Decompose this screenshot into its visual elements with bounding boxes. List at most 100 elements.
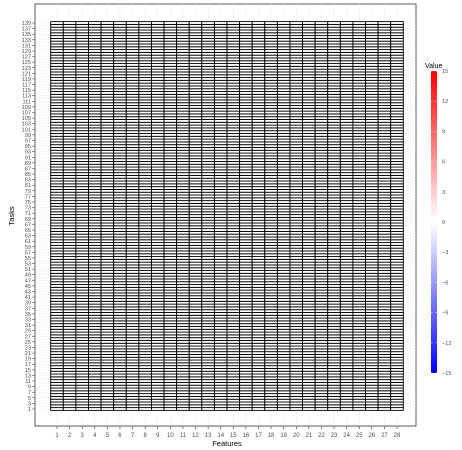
heatmap-cell (188, 21, 203, 25)
x-tick-label: 1 (55, 433, 59, 439)
heatmap-cell (88, 21, 102, 25)
y-tick-label: 23 (25, 345, 31, 351)
y-tick-label: 129 (22, 49, 31, 55)
y-axis-ticks: 1357911131517192123252729313335373941434… (22, 21, 35, 413)
heatmap-cell (75, 21, 89, 25)
y-tick-label: 81 (25, 183, 31, 189)
heatmap-cell (138, 21, 152, 25)
y-tick-label: 45 (25, 284, 31, 290)
heatmap-cell (302, 21, 316, 25)
heatmap-cell (226, 21, 241, 25)
y-tick-label: 105 (22, 116, 31, 122)
legend-title: Value (425, 63, 442, 70)
y-tick-label: 55 (25, 256, 31, 262)
y-tick-label: 79 (25, 189, 31, 195)
heatmap-cell (314, 21, 329, 25)
y-tick-label: 73 (25, 206, 31, 212)
heatmap-cell (125, 21, 140, 25)
y-tick-label: 65 (25, 228, 31, 234)
x-tick-label: 11 (180, 433, 187, 439)
y-tick-label: 133 (22, 38, 31, 44)
x-tick-label: 24 (343, 433, 350, 439)
y-tick-label: 75 (25, 200, 31, 206)
y-tick-label: 57 (25, 250, 31, 256)
x-tick-label: 14 (217, 433, 224, 439)
heatmap-cell (100, 21, 115, 25)
x-tick-label: 2 (68, 433, 72, 439)
x-tick-label: 15 (230, 433, 237, 439)
y-tick-label: 115 (22, 88, 31, 94)
y-tick-label: 101 (22, 127, 31, 133)
x-tick-label: 16 (243, 433, 250, 439)
y-tick-label: 91 (25, 155, 31, 161)
heatmap-cell (150, 21, 165, 25)
y-tick-label: 139 (22, 21, 31, 27)
legend-tick-label: 0 (442, 220, 445, 226)
y-tick-label: 95 (25, 144, 31, 150)
heatmap-cell (201, 21, 215, 25)
x-tick-label: 9 (156, 433, 160, 439)
heatmap-cell (62, 21, 77, 25)
heatmap-cell (264, 21, 278, 25)
y-tick-label: 9 (28, 385, 31, 391)
x-tick-label: 8 (143, 433, 147, 439)
legend-tick-label: −12 (442, 341, 452, 347)
y-tick-label: 89 (25, 161, 31, 167)
y-tick-label: 43 (25, 290, 31, 296)
y-tick-label: 25 (25, 340, 31, 346)
y-tick-label: 53 (25, 262, 31, 268)
legend-tick-label: −6 (442, 280, 448, 286)
y-tick-label: 51 (25, 267, 31, 273)
y-tick-label: 125 (22, 60, 31, 66)
x-tick-label: 7 (131, 433, 135, 439)
color-legend: Value −15 −12 −9 −6 −3 0 3 6 9 12 15 (425, 63, 452, 377)
y-tick-label: 17 (25, 362, 31, 368)
y-tick-label: 111 (22, 99, 31, 105)
y-tick-label: 41 (25, 295, 31, 301)
heatmap-cell (377, 21, 392, 25)
y-tick-label: 47 (25, 278, 31, 284)
heatmap-cells (50, 21, 404, 411)
heatmap-cell (213, 21, 228, 25)
y-tick-label: 131 (22, 43, 31, 49)
y-tick-label: 123 (22, 66, 31, 72)
y-tick-label: 35 (25, 312, 31, 318)
x-tick-label: 17 (255, 433, 262, 439)
y-tick-label: 87 (25, 166, 31, 172)
y-axis-title: Tasks (7, 206, 16, 225)
y-tick-label: 109 (22, 105, 31, 111)
heatmap-cell (50, 21, 64, 25)
x-tick-label: 22 (318, 433, 325, 439)
heatmap-cell (239, 21, 253, 25)
y-tick-label: 93 (25, 150, 31, 156)
y-tick-label: 59 (25, 245, 31, 251)
x-tick-label: 5 (106, 433, 110, 439)
x-tick-label: 20 (293, 433, 300, 439)
legend-tick-label: 9 (442, 129, 445, 135)
y-tick-label: 137 (22, 27, 31, 33)
y-tick-label: 103 (22, 122, 31, 128)
legend-tick-label: 12 (442, 99, 448, 105)
y-tick-label: 63 (25, 234, 31, 240)
x-tick-label: 12 (192, 433, 199, 439)
legend-tick-label: −15 (442, 371, 452, 377)
legend-ticks: −15 −12 −9 −6 −3 0 3 6 9 12 15 (431, 69, 452, 377)
y-tick-label: 7 (28, 390, 31, 396)
y-tick-label: 113 (22, 94, 31, 100)
heatmap-cell (352, 21, 366, 25)
heatmap-cell (339, 21, 354, 25)
y-tick-label: 49 (25, 273, 31, 279)
legend-tick-label: 6 (442, 160, 445, 166)
heatmap-cell (390, 21, 404, 25)
y-tick-label: 77 (25, 194, 31, 200)
legend-tick-label: −9 (442, 311, 448, 317)
heatmap-cell (163, 21, 178, 25)
y-tick-label: 127 (22, 55, 31, 61)
legend-tick-label: 3 (442, 190, 445, 196)
legend-color-bar (431, 71, 437, 373)
x-tick-label: 21 (306, 433, 313, 439)
y-tick-label: 33 (25, 317, 31, 323)
x-tick-label: 6 (118, 433, 122, 439)
x-tick-label: 28 (394, 433, 401, 439)
